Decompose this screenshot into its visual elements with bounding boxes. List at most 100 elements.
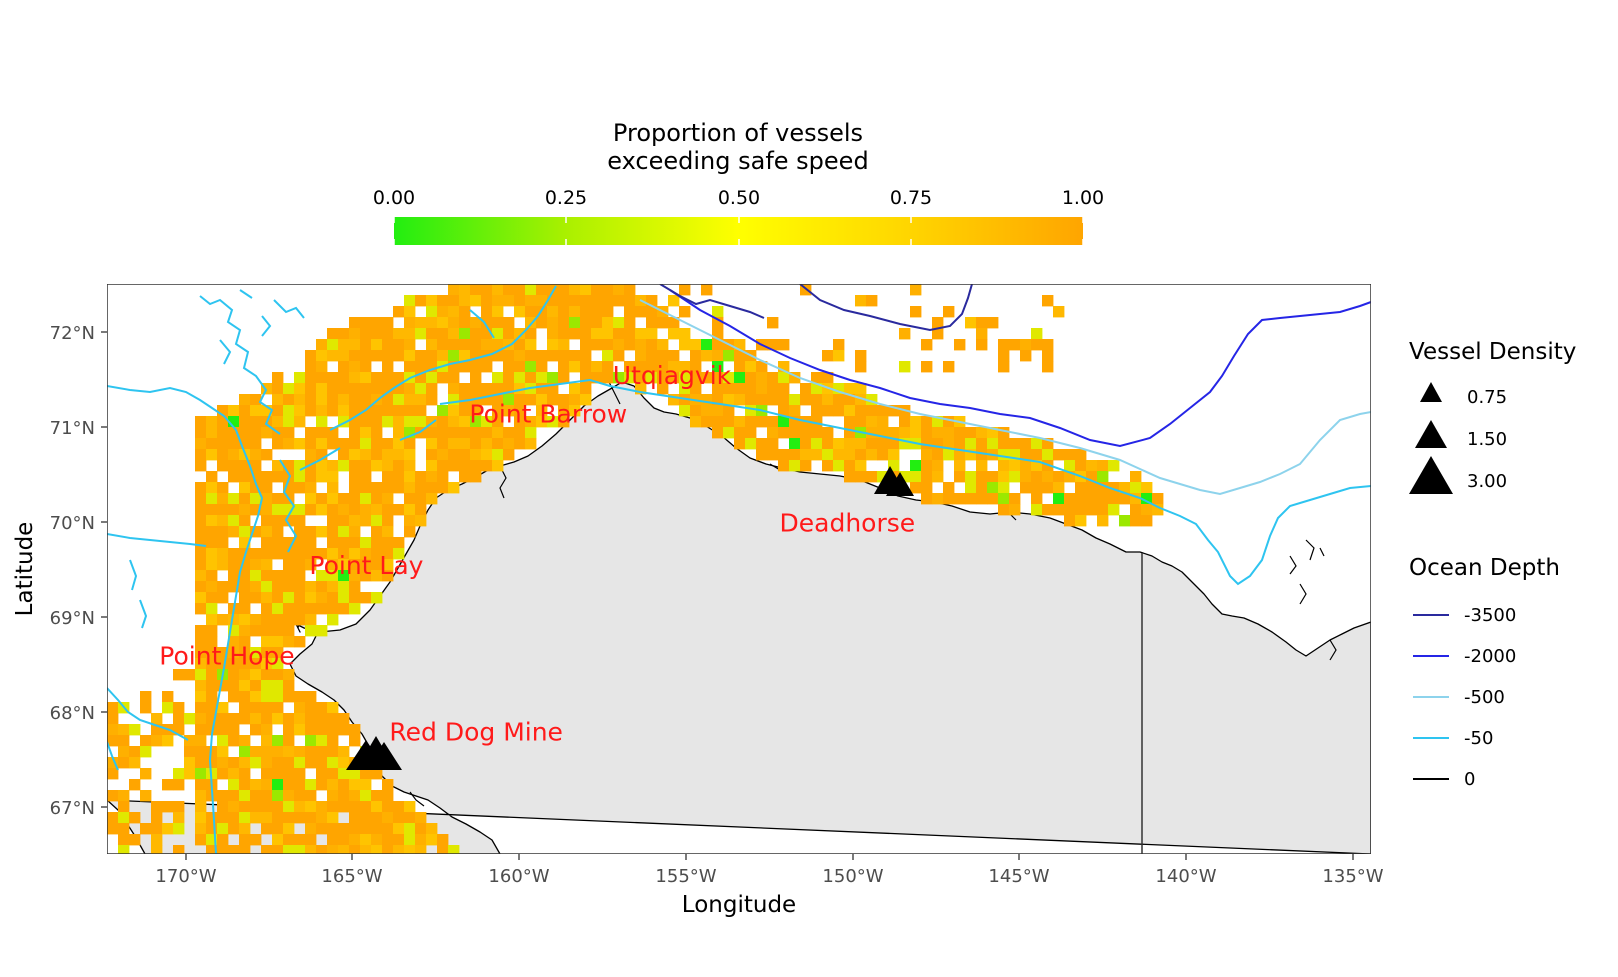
heat-cell [712, 416, 724, 428]
heat-cell [206, 482, 218, 494]
heat-cell [327, 427, 339, 439]
heat-cell [228, 471, 240, 483]
heat-cell [228, 768, 240, 780]
heat-cell [239, 812, 251, 824]
legend-density-symbol-medium [1415, 420, 1447, 448]
heat-cell [239, 537, 251, 549]
heat-cell [459, 449, 471, 461]
heat-cell [338, 746, 350, 758]
heat-cell [888, 427, 900, 439]
legend-density-label-0: 0.75 [1467, 387, 1507, 408]
heat-cell [437, 416, 449, 428]
heat-cell [261, 669, 273, 681]
heat-cell [415, 845, 427, 854]
heat-cell [217, 427, 229, 439]
heat-cell [327, 537, 339, 549]
heat-cell [393, 471, 405, 483]
heat-cell [833, 438, 845, 450]
heat-cell [437, 405, 449, 417]
heat-cell [195, 768, 207, 780]
heat-cell [360, 328, 372, 340]
heat-cell [734, 372, 746, 384]
heat-cell [349, 801, 361, 813]
heat-cell [503, 295, 515, 307]
heat-cell [305, 449, 317, 461]
heat-cell [844, 383, 856, 395]
heat-cell [184, 746, 196, 758]
heat-cell [327, 702, 339, 714]
heat-cell [558, 295, 570, 307]
heat-cell [470, 317, 482, 329]
heat-cell [954, 449, 966, 461]
heat-cell [668, 350, 680, 362]
place-labels: Utqiagvik Point Barrow Deadhorse Point Lay P… [159, 361, 915, 746]
heat-cell [1031, 339, 1043, 351]
heat-cell [316, 383, 328, 395]
heat-cell [382, 471, 394, 483]
heat-cell [239, 460, 251, 472]
heat-cell [228, 669, 240, 681]
heat-cell [206, 592, 218, 604]
heat-cell [382, 526, 394, 538]
y-tick-68: 68°N [50, 703, 95, 724]
heat-cell [734, 394, 746, 406]
heat-cell [778, 460, 790, 472]
heat-cell [349, 471, 361, 483]
heat-cell [404, 295, 416, 307]
heat-cell [118, 812, 130, 824]
heat-cell [349, 548, 361, 560]
heat-cell [679, 284, 691, 296]
heat-cell [404, 493, 416, 505]
heat-cell [437, 372, 449, 384]
heat-cell [294, 757, 306, 769]
heat-cell [415, 515, 427, 527]
heat-cell [129, 724, 141, 736]
heat-cell [668, 372, 680, 384]
depth-contour-50-shelf [107, 533, 207, 771]
heat-cell [239, 735, 251, 747]
heat-cell [569, 383, 581, 395]
heat-cell [866, 449, 878, 461]
heat-cell [998, 339, 1010, 351]
heat-cell [206, 812, 218, 824]
heat-cell [404, 504, 416, 516]
heat-cell [426, 394, 438, 406]
heat-cell [723, 350, 735, 362]
heat-cell [283, 669, 295, 681]
heat-cell [1064, 449, 1076, 461]
heat-cell [261, 383, 273, 395]
heat-cell [217, 823, 229, 835]
heat-cell [987, 493, 999, 505]
heat-cell [261, 724, 273, 736]
heat-cell [250, 757, 262, 769]
heat-cell [1020, 350, 1032, 362]
heat-cell [250, 658, 262, 670]
heat-cell [294, 559, 306, 571]
heat-cell [437, 306, 449, 318]
heat-cell [349, 559, 361, 571]
heat-cell [195, 416, 207, 428]
heat-cell [382, 548, 394, 560]
heat-cell [910, 416, 922, 428]
land-alaska [107, 381, 1371, 854]
heat-cell [833, 383, 845, 395]
heat-cell [338, 559, 350, 571]
heat-cell [294, 702, 306, 714]
heat-cell [305, 812, 317, 824]
place-label-utqiagvik: Utqiagvik [613, 361, 732, 390]
heat-cell [360, 471, 372, 483]
heat-cell [327, 328, 339, 340]
heat-cell [228, 790, 240, 802]
heat-cell [283, 625, 295, 637]
heat-cell [316, 603, 328, 615]
heat-cell [118, 735, 130, 747]
heat-cell [206, 438, 218, 450]
heat-cell [272, 658, 284, 670]
heat-cell [1075, 449, 1087, 461]
heat-cell [624, 284, 636, 296]
heat-cell [239, 647, 251, 659]
heat-cell [1141, 482, 1153, 494]
heat-cell [316, 702, 328, 714]
heat-cell [426, 493, 438, 505]
heat-cell [151, 823, 163, 835]
